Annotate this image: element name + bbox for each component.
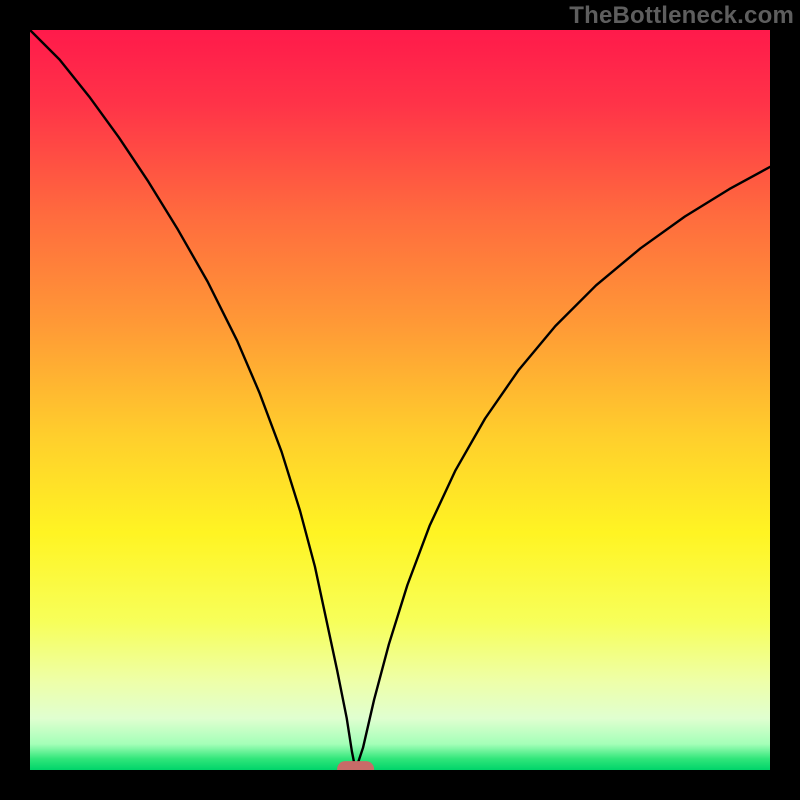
- plot-svg: [30, 30, 770, 770]
- gradient-background: [30, 30, 770, 770]
- watermark-text: TheBottleneck.com: [569, 2, 794, 30]
- plot-area: [30, 30, 770, 770]
- outer-frame: TheBottleneck.com: [0, 0, 800, 800]
- minimum-marker: [337, 761, 374, 770]
